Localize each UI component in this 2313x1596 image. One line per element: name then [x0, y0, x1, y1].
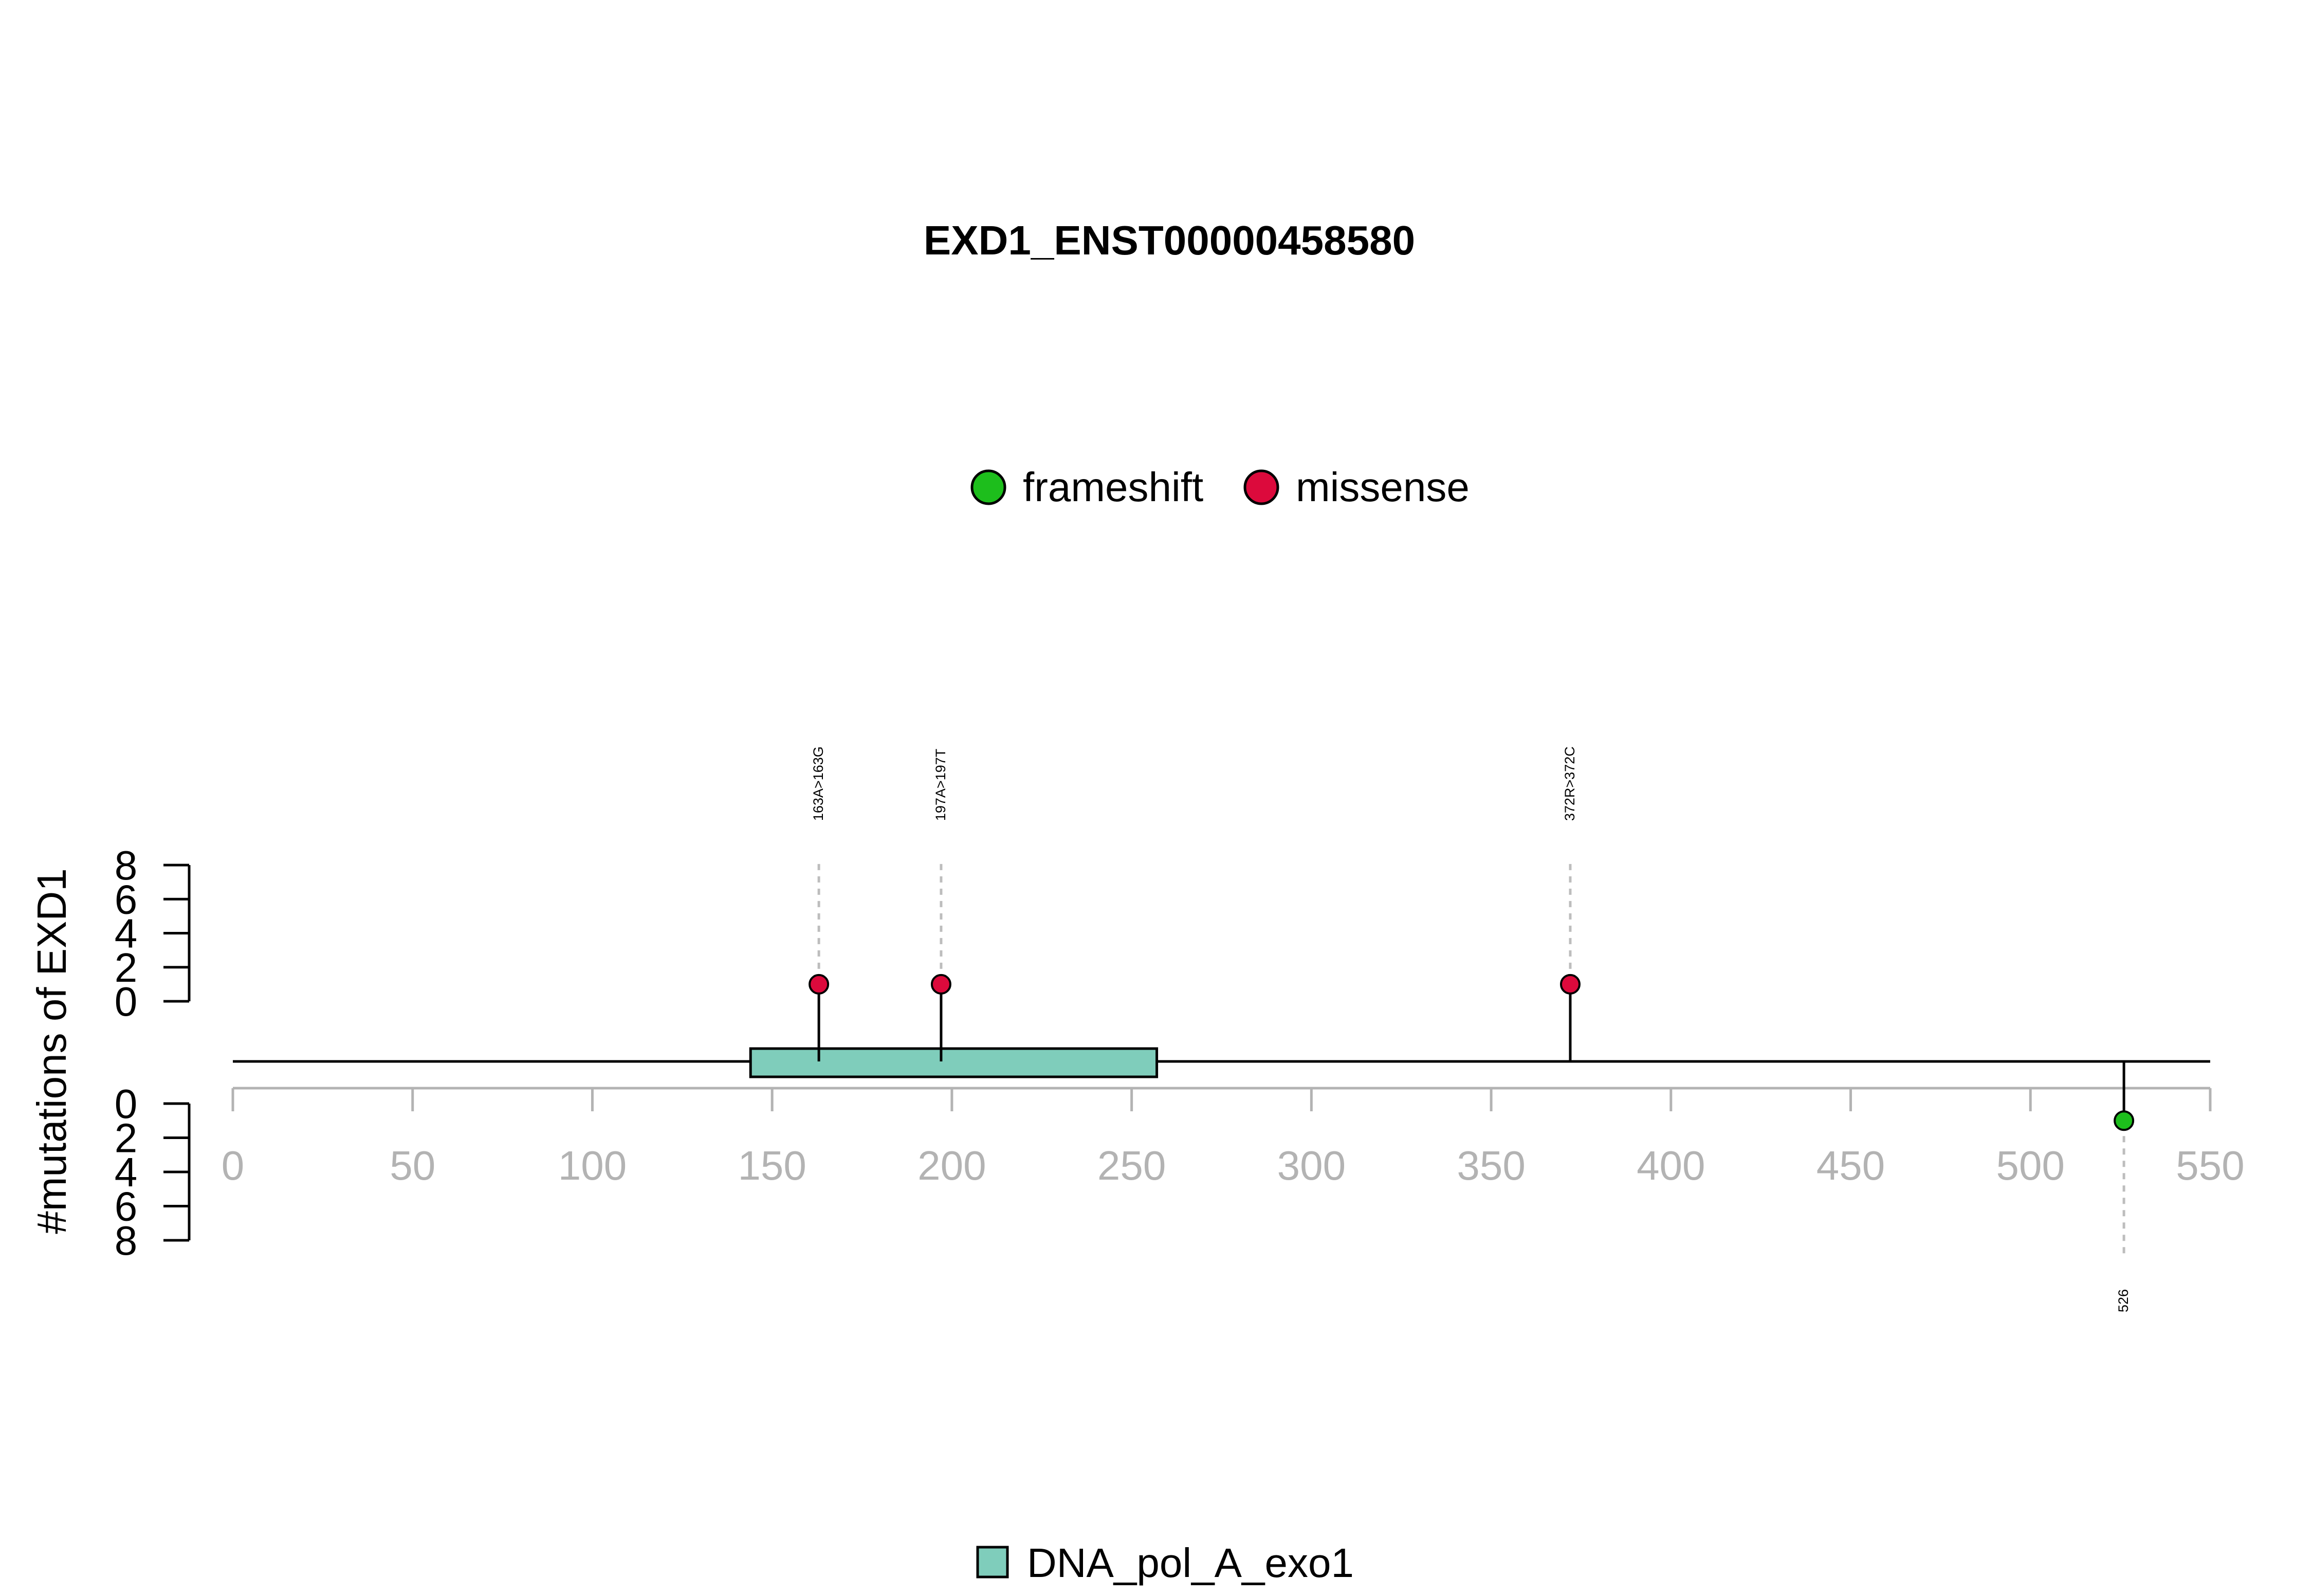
x-tick-label: 200: [917, 1143, 986, 1188]
x-tick-label: 300: [1277, 1143, 1346, 1188]
domain-legend-swatch: [976, 1546, 1009, 1579]
y-tick-label-top: 2: [115, 945, 138, 990]
mutation-lollipop: 197A>197T: [930, 749, 951, 1061]
y-tick-label-bottom: 2: [115, 1115, 138, 1161]
mutation-label: 163A>163G: [811, 746, 826, 821]
y-tick-label-bottom: 0: [115, 1081, 138, 1127]
domain-box: [749, 1047, 1159, 1078]
mutation-lollipop: 163A>163G: [809, 746, 830, 1061]
x-tick-label: 400: [1637, 1143, 1705, 1188]
x-tick-label: 0: [222, 1143, 245, 1188]
mutation-label: 372R>372C: [1562, 746, 1577, 821]
chart-title: EXD1_ENST00000458580: [924, 217, 1415, 263]
x-axis: 0 50 100 150 200 250 300 350 400 450 500 550: [222, 1087, 2245, 1188]
y-tick-label-top: 6: [115, 876, 138, 922]
legend-label-missense: missense: [1296, 464, 1470, 510]
domain-legend: DNA_pol_A_exo1: [976, 1540, 1354, 1586]
title-group: EXD1_ENST00000458580: [924, 217, 1415, 263]
protein-backbone-group: [233, 1047, 2210, 1078]
y-axis-label: #mutations of EXD1: [29, 868, 75, 1234]
legend-marker-frameshift: [970, 469, 1006, 505]
mutation-lollipop: 372R>372C: [1559, 746, 1581, 1061]
x-tick-label: 250: [1097, 1143, 1166, 1188]
domain-legend-label: DNA_pol_A_exo1: [1027, 1540, 1354, 1586]
x-tick-label: 500: [1996, 1143, 2065, 1188]
x-tick-label: 150: [738, 1143, 806, 1188]
x-tick-label: 450: [1816, 1143, 1885, 1188]
x-tick-label: 100: [558, 1143, 627, 1188]
mutation-point: [1559, 974, 1581, 995]
mutation-label: 197A>197T: [933, 749, 948, 821]
legend-marker-missense: [1243, 469, 1279, 505]
mutations-group: 163A>163G 197A>197T 372R>372C 526: [809, 746, 2135, 1312]
mutation-lollipop: 526: [2114, 1061, 2135, 1312]
y-tick-label-bottom: 6: [115, 1184, 138, 1230]
x-tick-label: 350: [1457, 1143, 1525, 1188]
mutation-point: [2114, 1110, 2135, 1131]
x-tick-label: 50: [390, 1143, 435, 1188]
legend-label-frameshift: frameshift: [1023, 464, 1203, 510]
mutation-point: [809, 974, 830, 995]
mutation-legend: frameshift missense: [970, 464, 1470, 510]
mutation-point: [930, 974, 951, 995]
y-tick-label-bottom: 8: [115, 1218, 138, 1263]
x-tick-label: 550: [2176, 1143, 2244, 1188]
mutation-label: 526: [2116, 1289, 2131, 1312]
y-tick-label-bottom: 4: [115, 1149, 138, 1195]
y-tick-label-top: 0: [115, 979, 138, 1024]
y-tick-label-top: 4: [115, 911, 138, 957]
y-tick-label-top: 8: [115, 842, 138, 888]
